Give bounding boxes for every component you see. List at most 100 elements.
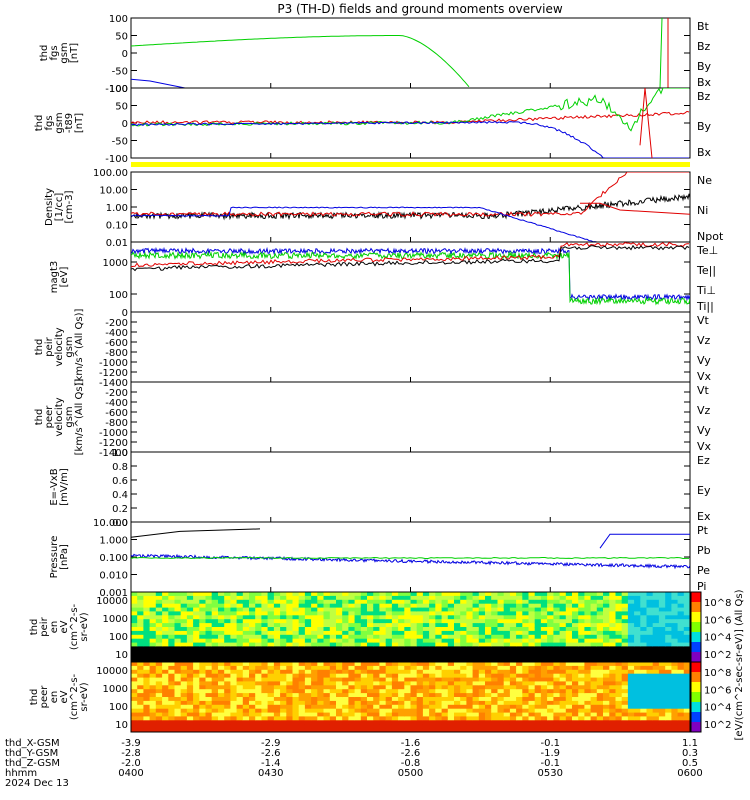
spectrogram-cell (286, 611, 293, 616)
spectrogram-cell (534, 697, 542, 702)
spectrogram-cell (398, 704, 405, 710)
spectrogram-cell (255, 673, 262, 679)
series-group (131, 18, 669, 88)
spectrogram-cell (478, 634, 486, 640)
spectrogram-cell (503, 669, 511, 675)
spectrogram-cell (224, 697, 231, 702)
spectrogram-cell (634, 693, 641, 698)
spectrogram-cell (398, 603, 405, 609)
spectrogram-cell (155, 716, 163, 721)
spectrogram-cell (491, 627, 498, 632)
spectrogram-cell (149, 627, 157, 632)
spectrogram-cell (683, 693, 690, 698)
spectrogram-cell (329, 665, 337, 671)
colorbar-band (691, 712, 701, 723)
spectrogram-cell (683, 700, 690, 706)
spectrogram-cell (522, 700, 529, 706)
series-Ni (131, 193, 690, 221)
spectrogram-cell (596, 615, 604, 620)
spectrogram-cell (360, 646, 368, 651)
spectrogram-cell (416, 677, 424, 682)
spectrogram-cell (658, 634, 666, 640)
spectrogram-cell (174, 646, 182, 651)
spectrogram-cell (416, 638, 424, 644)
y-tick-label: 1.00 (106, 203, 128, 214)
spectrogram-cell (354, 697, 362, 702)
spectrogram-cell (273, 599, 281, 605)
spectrogram-cell (348, 650, 356, 655)
spectrogram-cell (472, 720, 480, 725)
spectrogram-cell (143, 708, 151, 714)
spectrogram-cell (584, 681, 592, 686)
spectrogram-cell (540, 603, 548, 609)
spectrogram-cell (572, 681, 579, 686)
spectrogram-cell (385, 662, 393, 667)
spectrogram-cell (640, 708, 647, 714)
spectrogram-cell (230, 603, 238, 609)
spectrogram-cell (553, 728, 561, 732)
spectrogram-cell (547, 708, 554, 714)
spectrogram-cell (391, 615, 399, 620)
spectrogram-cell (547, 677, 554, 682)
spectrogram-cell (336, 665, 343, 671)
spectrogram-cell (155, 697, 163, 702)
spectrogram-cell (174, 665, 182, 671)
spectrogram-cell (162, 677, 169, 682)
spectrogram-cell (609, 611, 616, 616)
spectrogram-cell (683, 634, 690, 640)
spectrogram-cell (180, 681, 188, 686)
spectrogram-cell (242, 619, 250, 624)
spectrogram-cell (491, 712, 498, 717)
spectrogram-cell (342, 623, 349, 628)
spectrogram-cell (199, 700, 206, 706)
spectrogram-cell (634, 697, 641, 702)
spectrogram-cell (590, 603, 598, 609)
spectrogram-cell (658, 611, 666, 616)
spectrogram-cell (640, 693, 647, 698)
spectrogram-cell (317, 642, 324, 647)
spectrogram-cell (572, 607, 579, 612)
y-tick-label: 0.100 (99, 553, 128, 564)
spectrogram-cell (348, 630, 356, 636)
x-tick-value: 1.1 (682, 738, 698, 749)
spectrogram-cell (640, 662, 647, 667)
spectrogram-cell (516, 592, 523, 597)
spectrogram-cell (596, 673, 604, 679)
spectrogram-cell (665, 642, 672, 647)
spectrogram-cell (367, 720, 374, 725)
legend-Ti||: Ti|| (696, 300, 714, 313)
spectrogram-cell (298, 693, 306, 698)
spectrogram-cell (528, 700, 536, 706)
spectrogram-cell (466, 685, 474, 690)
spectrogram-cell (416, 724, 424, 729)
spectrogram-cell (652, 685, 660, 690)
spectrogram-cell (677, 650, 685, 655)
x-tick-value: -2.8 (121, 748, 141, 759)
spectrogram-cell (572, 720, 579, 725)
spectrogram-cell (652, 716, 660, 721)
spectrogram-cell (416, 712, 424, 717)
spectrogram-cell (410, 603, 418, 609)
spectrogram-cell (640, 619, 647, 624)
spectrogram-cell (534, 638, 542, 644)
spectrogram-cell (509, 712, 517, 717)
spectrogram-cell (280, 638, 287, 644)
spectrogram-cell (534, 669, 542, 675)
spectrogram-cell (460, 634, 467, 640)
spectrogram-cell (503, 681, 511, 686)
spectrogram-cell (652, 599, 660, 605)
spectrogram-cell (261, 662, 269, 667)
spectrogram-cell (422, 646, 430, 651)
spectrogram-cell (286, 592, 293, 597)
spectrogram-cell (615, 728, 623, 732)
spectrogram-cell (162, 728, 169, 732)
spectrogram-cell (280, 728, 287, 732)
spectrogram-cell (584, 599, 592, 605)
spectrogram-cell (149, 728, 157, 732)
spectrogram-cell (230, 627, 238, 632)
y-tick-label: 100 (109, 702, 128, 713)
spectrogram-cell (342, 708, 349, 714)
spectrogram-cell (435, 712, 442, 717)
spectrogram-cell (317, 646, 324, 651)
